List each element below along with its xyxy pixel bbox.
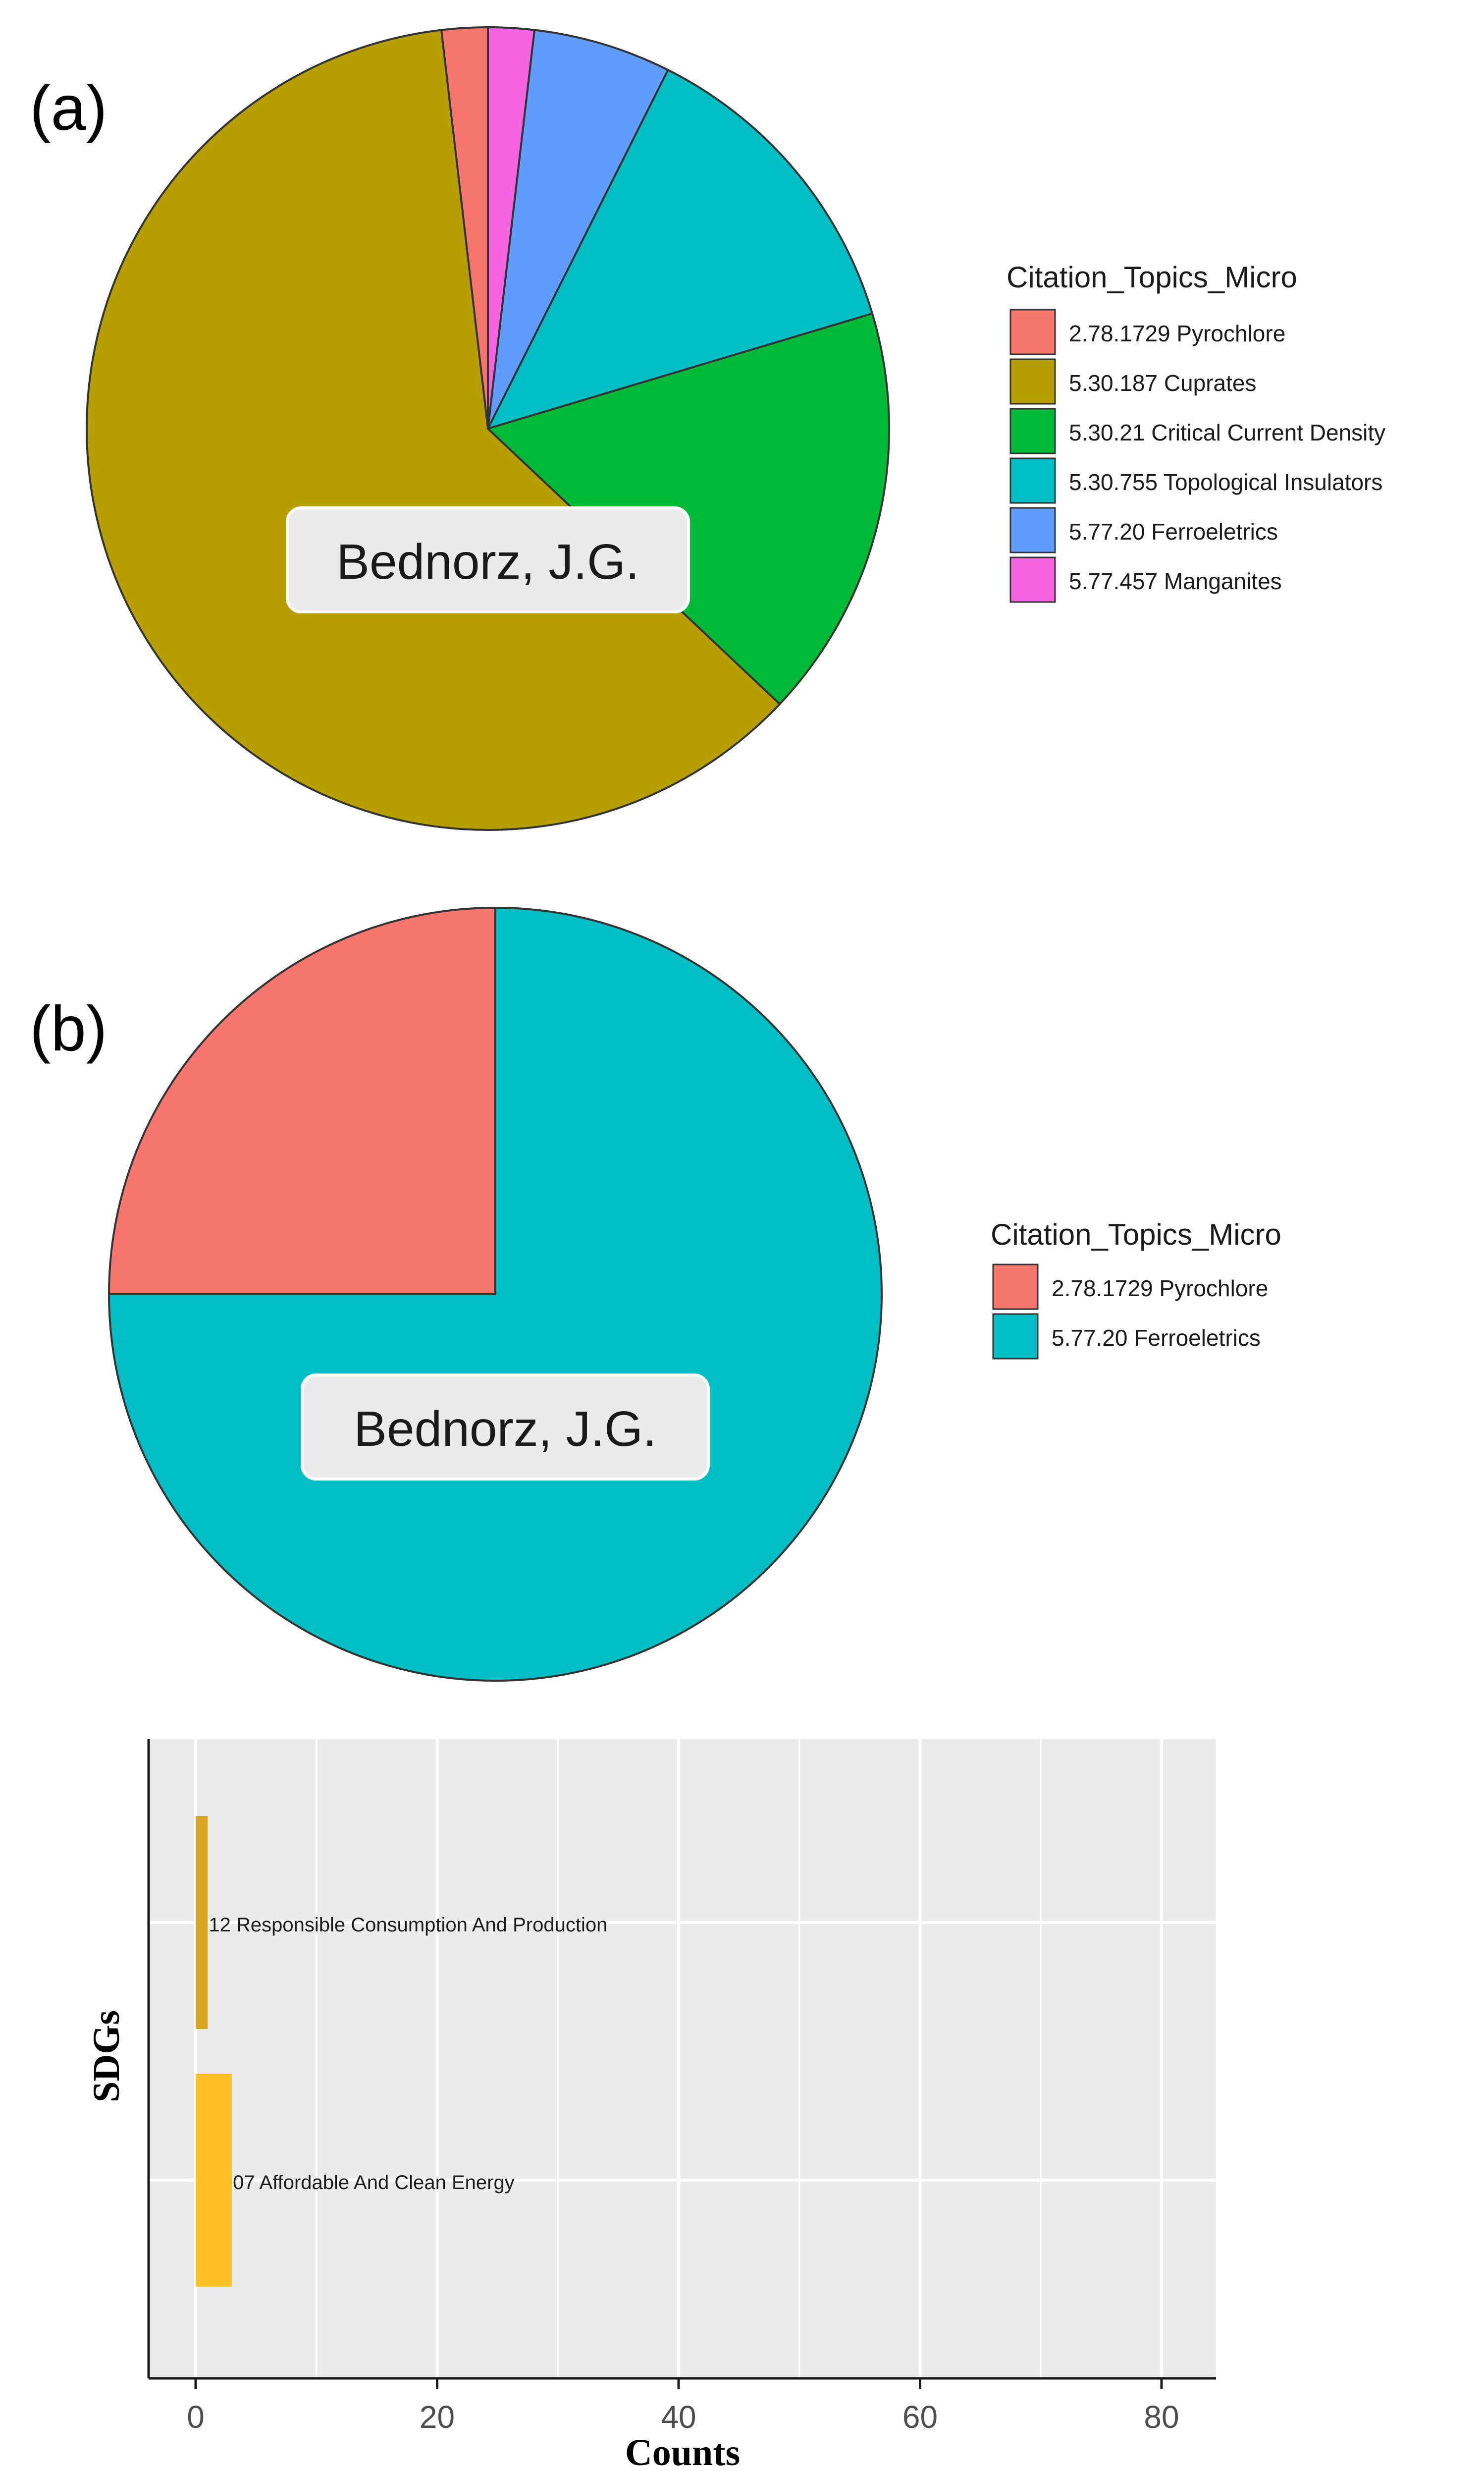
- pie-slice-5-30-755-topological-insulators: [487, 69, 873, 430]
- bar-label: 12 Responsible Consumption And Productio…: [209, 1914, 607, 1936]
- pie-slice-5-30-187-cuprates: [86, 29, 781, 831]
- y-axis-title: SDGs: [86, 2010, 127, 2102]
- legend-swatch-5-30-21-critical-current-density: [1009, 408, 1056, 454]
- legend-label: 2.78.1729 Pyrochlore: [1069, 321, 1285, 346]
- pie-slice-5-77-457-manganites: [487, 26, 536, 430]
- panel-b-pie-chart: (b) Bednorz, J.G. Citation_Topics_Micro …: [30, 907, 1281, 1682]
- legend-swatch-2-78-1729-pyrochlore: [1009, 309, 1056, 355]
- panel-label-b: (b): [30, 993, 107, 1064]
- legend-label: 5.77.457 Manganites: [1069, 568, 1282, 594]
- legend-swatch-5-30-187-cuprates: [1009, 358, 1056, 405]
- x-axis-title: Counts: [625, 2432, 740, 2471]
- pie-slice-5-30-21-critical-current-density: [487, 312, 890, 705]
- legend-label: 5.30.21 Critical Current Density: [1069, 420, 1385, 445]
- pie-slices: [86, 26, 890, 831]
- legend: Citation_Topics_Micro 2.78.1729 Pyrochlo…: [991, 1218, 1281, 1360]
- legend-label: 5.77.20 Ferroeletrics: [1052, 1325, 1261, 1351]
- plot-panel: [149, 1739, 1216, 2378]
- legend-swatch-5-77-20-ferroeletrics: [992, 1313, 1039, 1360]
- panel-a-pie-chart: (a) Bednorz, J.G. Citation_Topics_Micro …: [30, 26, 1385, 831]
- tick-label: 40: [661, 2399, 696, 2435]
- legend-swatch-5-77-20-ferroeletrics: [1009, 507, 1056, 553]
- center-label: Bednorz, J.G.: [354, 1401, 656, 1457]
- tick-label: 0: [187, 2399, 205, 2435]
- tick-label: 20: [420, 2399, 455, 2435]
- legend-label: 5.77.20 Ferroeletrics: [1069, 519, 1278, 545]
- sdg-bar-chart: 07 Affordable And Clean Energy 12 Respons…: [86, 1739, 1216, 2471]
- x-axis-ticks: 0 20 40 60 80: [187, 2378, 1179, 2435]
- legend-label: 5.30.187 Cuprates: [1069, 370, 1257, 396]
- legend-swatch-5-30-755-topological-insulators: [1009, 457, 1056, 504]
- legend-title: Citation_Topics_Micro: [991, 1218, 1281, 1251]
- center-label-box: Bednorz, J.G.: [301, 1373, 710, 1481]
- legend: Citation_Topics_Micro 2.78.1729 Pyrochlo…: [1007, 261, 1385, 603]
- panel-label-a: (a): [30, 73, 107, 144]
- bar-12-responsible-consumption-and-production: [196, 1816, 208, 2029]
- bar-label: 07 Affordable And Clean Energy: [233, 2172, 515, 2194]
- center-label: Bednorz, J.G.: [336, 534, 639, 590]
- pie-slice-2-78-1729-pyrochlore: [108, 907, 496, 1295]
- legend-title: Citation_Topics_Micro: [1007, 261, 1297, 294]
- legend-label: 2.78.1729 Pyrochlore: [1052, 1275, 1268, 1301]
- legend-swatch-2-78-1729-pyrochlore: [992, 1263, 1039, 1310]
- legend-label: 5.30.755 Topological Insulators: [1069, 469, 1382, 495]
- legend-swatch-5-77-457-manganites: [1009, 556, 1056, 603]
- center-label-box: Bednorz, J.G.: [286, 506, 690, 613]
- pie-slice-5-77-20-ferroeletrics: [108, 907, 883, 1682]
- tick-label: 60: [902, 2399, 938, 2435]
- tick-label: 80: [1144, 2399, 1179, 2435]
- pie-slices: [108, 907, 883, 1682]
- bars: 07 Affordable And Clean Energy 12 Respons…: [196, 1816, 607, 2287]
- pie-slice-5-77-20-ferroeletrics: [487, 29, 669, 430]
- bar-07-affordable-and-clean-energy: [196, 2074, 232, 2287]
